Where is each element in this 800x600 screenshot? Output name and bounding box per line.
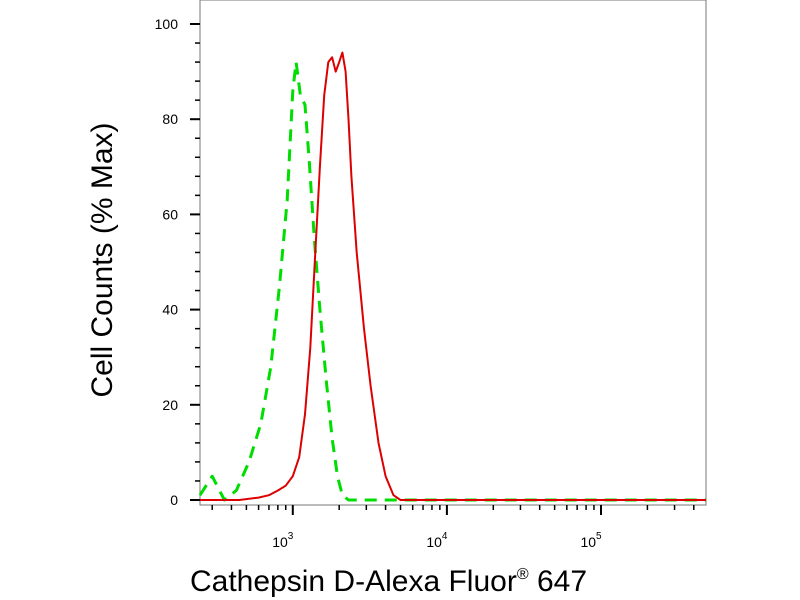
x-axis: 103 104 105: [211, 505, 695, 550]
x-axis-title: Cathepsin D-Alexa Fluor® 647: [190, 565, 587, 598]
series-line-1: [198, 60, 706, 502]
y-tick-label: 40: [162, 302, 178, 318]
x-axis-title-suffix: 647: [529, 565, 587, 598]
x-axis-title-main: Cathepsin D-Alexa Fluor: [190, 565, 517, 598]
y-tick-label: 0: [170, 492, 178, 508]
y-tick-label: 20: [162, 397, 178, 413]
plot-frame: [199, 0, 707, 506]
series-layer: [198, 51, 706, 502]
x-tick-label: 104: [426, 531, 448, 550]
series-line-2: [200, 51, 706, 501]
x-axis-title-superscript: ®: [517, 566, 529, 583]
y-tick-label: 60: [162, 206, 178, 222]
x-tick-label: 103: [272, 531, 294, 550]
x-tick-label: 105: [580, 531, 602, 550]
y-axis: 0 20 40 60 80 100: [155, 16, 200, 508]
y-tick-label: 80: [162, 111, 178, 127]
y-tick-label: 100: [155, 16, 179, 32]
y-axis-title: Cell Counts (% Max): [86, 122, 119, 397]
